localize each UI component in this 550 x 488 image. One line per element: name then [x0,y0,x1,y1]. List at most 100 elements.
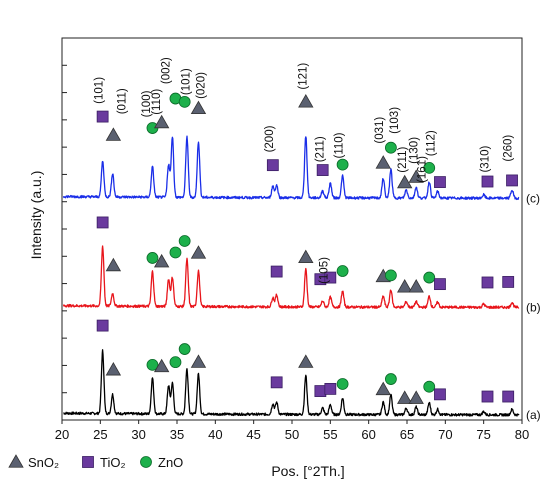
legend-label: SnO₂ [28,455,59,470]
marker-zno [384,269,397,282]
legend-label: ZnO [158,455,183,470]
marker-tio2 [324,382,337,395]
legend: SnO₂ TiO₂ ZnO [8,454,183,470]
phase-markers [96,92,518,404]
marker-sno2 [397,279,413,293]
marker-zno [178,343,191,355]
miller-index-label: (110) [151,89,163,115]
miller-index-label: (002) [160,57,172,84]
marker-tio2 [434,388,446,401]
marker-sno2 [105,127,122,141]
x-tick-label: 60 [361,427,375,442]
series-line [62,245,520,310]
miller-index-labels: (105)(101) (011) (100)(110)(002) (101) (020)… [94,57,515,284]
marker-sno2 [408,279,424,293]
x-tick-label: 20 [55,427,69,442]
legend-square-icon [82,456,94,468]
miller-index-label: (101) [180,68,192,95]
marker-zno [178,95,191,108]
marker-tio2 [481,175,494,188]
x-axis-label: Pos. [°2Th.] [271,463,344,479]
marker-sno2 [375,155,391,169]
miller-index-label: (121) [298,63,310,90]
miller-index-label: (103) [389,107,401,134]
marker-zno [336,378,349,390]
marker-zno [146,358,159,371]
marker-zno [336,265,349,277]
marker-zno [423,161,436,174]
marker-zno [423,271,436,284]
plot-frame [61,37,523,421]
diffraction-curves [62,135,520,417]
x-axis: 20 25 30 35 40 45 50 55 60 65 70 75 80 [55,420,529,442]
legend-label: TiO₂ [100,455,126,470]
marker-zno [384,373,397,385]
marker-zno [336,158,349,171]
x-tick-label: 70 [438,427,452,442]
legend-circle-icon [140,456,152,468]
marker-zno [384,141,397,154]
marker-sno2 [190,245,207,259]
x-tick-label: 75 [476,427,490,442]
series-labels: (a) (b) (c) [526,191,541,422]
x-tick-label: 35 [170,427,184,442]
miller-index-label: (211) [397,147,409,173]
y-axis [62,37,67,421]
marker-tio2 [481,390,494,403]
miller-index-label: (011) [117,88,129,114]
marker-tio2 [316,164,329,176]
marker-sno2 [190,354,207,368]
marker-sno2 [105,361,122,376]
marker-tio2 [96,110,109,123]
marker-tio2 [502,276,515,288]
x-tick-label: 25 [93,427,107,442]
marker-tio2 [506,174,518,187]
marker-tio2 [270,265,283,278]
marker-tio2 [96,216,109,229]
marker-tio2 [481,276,494,289]
marker-sno2 [298,94,314,108]
miller-index-label: (161) [416,156,428,183]
marker-tio2 [314,385,327,397]
marker-sno2 [375,381,391,396]
x-tick-label: 30 [131,427,145,442]
miller-index-label: (130) [409,137,421,164]
miller-index-label: (310) [479,146,491,173]
miller-index-label: (211) [314,136,326,162]
marker-sno2 [397,174,413,189]
miller-index-label: (100) [141,90,153,117]
marker-zno [169,246,182,259]
miller-index-label: (031) [374,117,386,144]
marker-tio2 [434,176,446,188]
miller-index-label: (101) [94,77,106,104]
miller-index-label: (110) [334,132,346,158]
miller-index-label: (112) [426,130,438,156]
miller-index-label: (200) [264,125,276,152]
marker-zno [146,252,159,264]
marker-sno2 [190,100,207,115]
marker-sno2 [153,358,170,373]
marker-tio2 [324,271,337,284]
x-tick-label: 45 [246,427,260,442]
marker-sno2 [408,390,424,404]
plot-area [61,37,523,421]
series-line [62,135,520,201]
marker-sno2 [153,114,170,129]
x-tick-label: 55 [323,427,337,442]
series-label: (b) [526,301,541,315]
marker-tio2 [502,390,515,403]
marker-tio2 [270,376,283,389]
miller-index-label: (020) [196,72,208,99]
marker-sno2 [153,253,170,268]
marker-sno2 [397,390,413,404]
marker-zno [178,235,191,247]
marker-zno [423,380,436,393]
miller-index-label: (260) [502,135,514,162]
x-tick-label: 80 [515,427,529,442]
marker-sno2 [105,257,122,272]
x-tick-label: 50 [285,427,299,442]
marker-sno2 [408,169,424,183]
marker-tio2 [266,159,279,172]
series-label: (c) [526,191,540,205]
x-tick-label: 40 [208,427,222,442]
